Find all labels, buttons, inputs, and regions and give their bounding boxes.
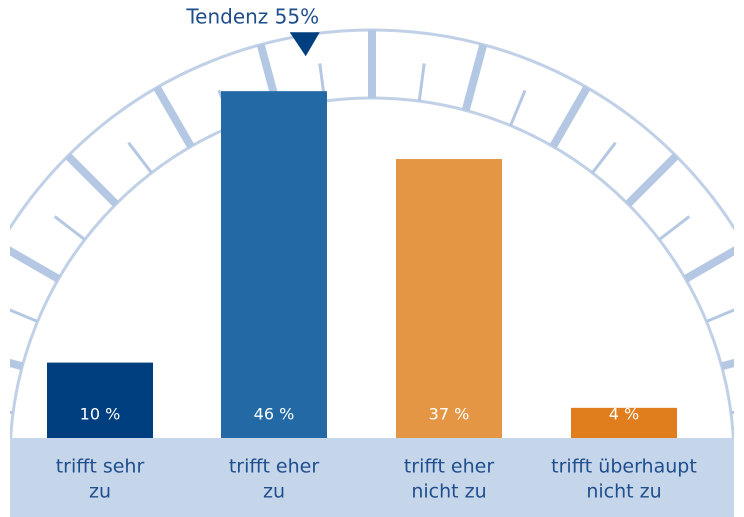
label-band (10, 438, 734, 517)
category-label: nicht zu (586, 481, 661, 503)
gauge-tick (127, 141, 153, 174)
gauge-tick (461, 43, 488, 112)
category-label: nicht zu (411, 481, 486, 503)
value-label: 10 % (80, 405, 121, 424)
bar (47, 362, 153, 438)
bar (571, 407, 677, 438)
gauge-tick (683, 246, 734, 283)
gauge-tick (591, 141, 617, 174)
gauge-tick (153, 85, 195, 149)
bar (396, 159, 502, 438)
gauge-tick (65, 153, 119, 207)
gauge-tick (730, 410, 734, 415)
gauge-tick (658, 215, 691, 241)
gauge-tick (705, 308, 734, 323)
value-label: 4 % (609, 405, 639, 424)
category-label: trifft eher (229, 456, 320, 478)
gauge-tick (10, 246, 61, 283)
gauge-tick (509, 89, 527, 127)
value-label: 46 % (254, 405, 295, 424)
gauge-tick (625, 153, 679, 207)
bar (221, 91, 327, 438)
tendency-pointer (289, 32, 320, 57)
category-label: trifft überhaupt (551, 456, 697, 478)
category-label: zu (89, 481, 111, 503)
gauge-tick (720, 358, 734, 371)
category-label: trifft eher (404, 456, 495, 478)
gauge-tick (417, 63, 426, 102)
gauge-tick (10, 410, 14, 415)
category-label: zu (263, 481, 285, 503)
gauge-tick (53, 215, 86, 241)
value-label: 37 % (429, 405, 470, 424)
tendency-label: Tendenz 55% (185, 5, 319, 29)
category-label: trifft sehr (56, 456, 145, 478)
gauge-tick (10, 308, 39, 323)
gauge-tick (549, 85, 591, 149)
gauge-tick (10, 358, 24, 371)
